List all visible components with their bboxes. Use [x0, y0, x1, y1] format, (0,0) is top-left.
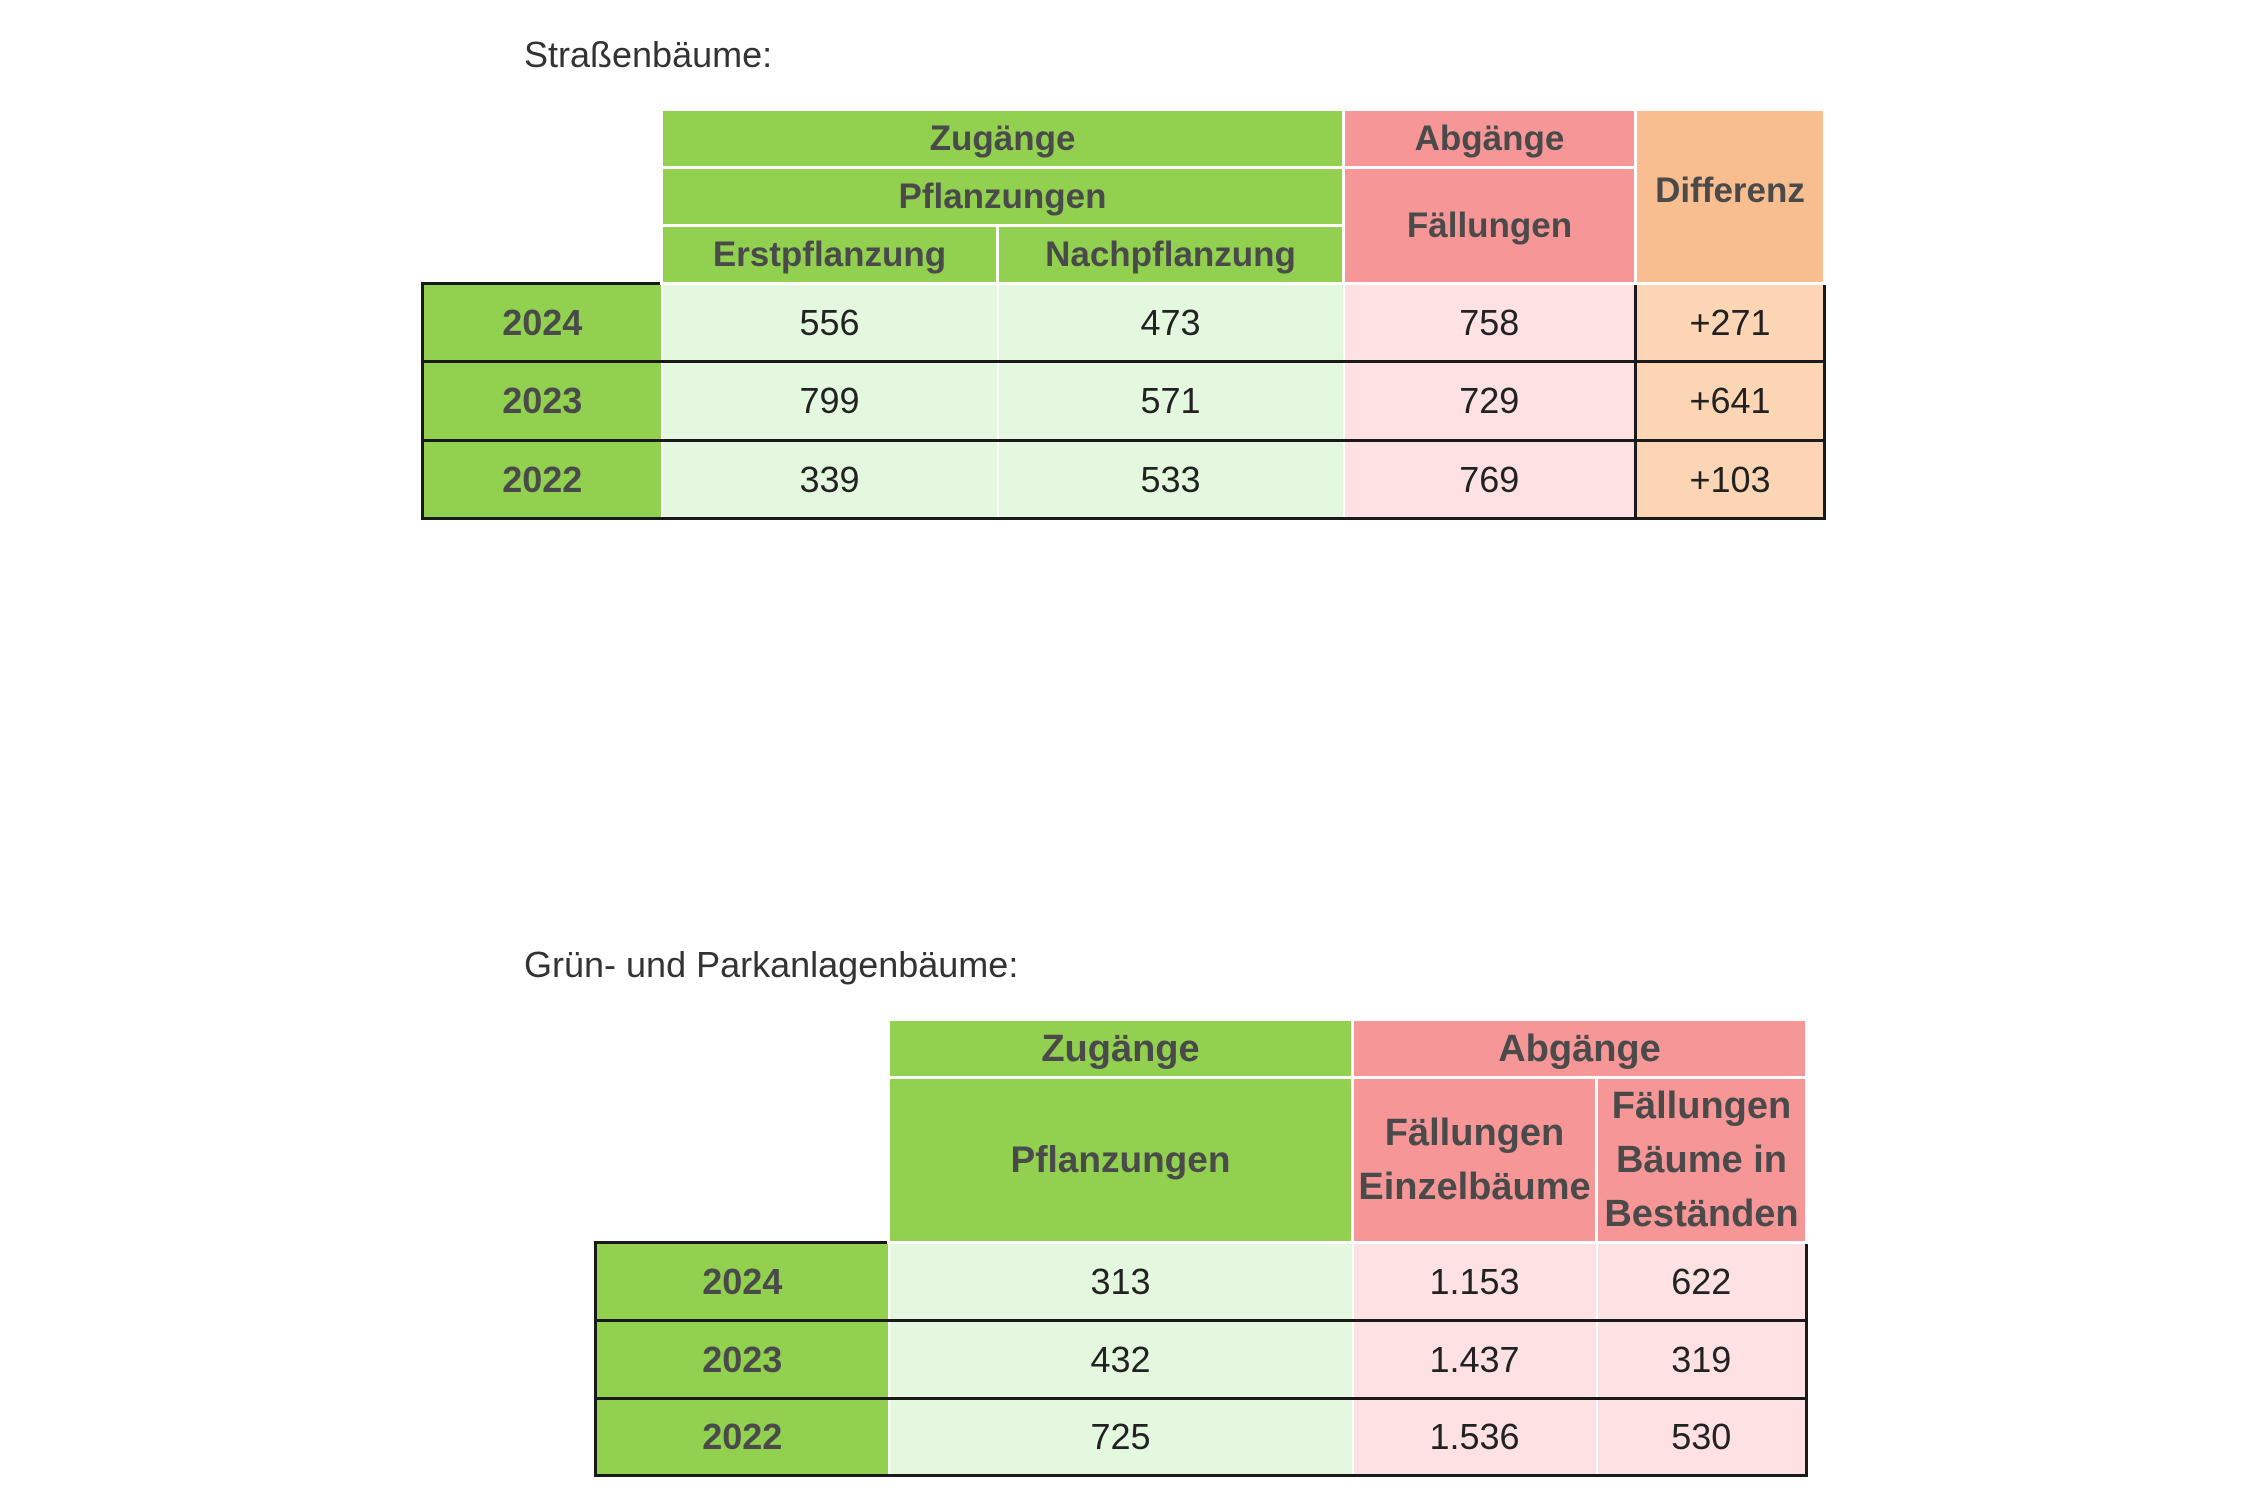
pflanzungen-value: 313	[887, 1241, 1354, 1322]
faellungen-value: 769	[1342, 439, 1637, 520]
differenz-value: +271	[1634, 282, 1827, 363]
header-spacer	[596, 1020, 889, 1243]
header-faellungen: Fällungen	[1342, 166, 1638, 285]
header-spacer	[423, 110, 662, 284]
differenz-value: +641	[1634, 360, 1827, 442]
header-erstpflanzung: Erstpflanzung	[660, 224, 999, 285]
nachpflanzung-value: 473	[996, 282, 1345, 363]
year-cell: 2022	[421, 439, 662, 520]
header-abgaenge: Abgänge	[1342, 108, 1638, 169]
erstpflanzung-value: 339	[660, 439, 999, 520]
pflanzungen-value: 725	[887, 1397, 1354, 1477]
header-faellungen-bestaende: Fällungen Bäume in Beständen	[1595, 1076, 1808, 1244]
header-pflanzungen: Pflanzungen	[659, 166, 1346, 227]
year-cell: 2024	[421, 282, 662, 363]
header-zugaenge: Zugänge	[659, 108, 1346, 169]
faellungen-bestand-value: 622	[1595, 1241, 1808, 1322]
table-row: 2023 432 1.437 319	[594, 1319, 1808, 1400]
nachpflanzung-value: 571	[996, 360, 1345, 442]
year-cell: 2022	[594, 1397, 889, 1477]
year-cell: 2023	[421, 360, 662, 442]
park-table: Zugänge Abgänge Pflanzungen Fällungen Ei…	[594, 1018, 1808, 1477]
year-cell: 2024	[594, 1241, 889, 1322]
faellungen-einzel-value: 1.437	[1351, 1319, 1598, 1400]
header-nachpflanzung: Nachpflanzung	[995, 224, 1346, 285]
table-row: 2024 313 1.153 622	[594, 1241, 1808, 1322]
table-row: 2022 725 1.536 530	[594, 1397, 1808, 1477]
pflanzungen-value: 432	[887, 1319, 1354, 1400]
strassen-table: Zugänge Abgänge Differenz Pflanzungen Fä…	[421, 108, 1827, 520]
table-row: 2023 799 571 729 +641	[421, 360, 1827, 442]
faellungen-bestand-value: 530	[1595, 1397, 1808, 1477]
header-zugaenge: Zugänge	[887, 1018, 1354, 1079]
park-caption: Grün- und Parkanlagenbäume:	[524, 944, 1019, 985]
nachpflanzung-value: 533	[996, 439, 1345, 520]
header-abgaenge: Abgänge	[1351, 1018, 1808, 1079]
faellungen-value: 729	[1342, 360, 1637, 442]
table-row: 2022 339 533 769 +103	[421, 439, 1827, 520]
header-faellungen-einzelbaeume: Fällungen Einzelbäume	[1351, 1076, 1598, 1244]
differenz-value: +103	[1634, 439, 1827, 520]
faellungen-bestand-value: 319	[1595, 1319, 1808, 1400]
table-row: 2024 556 473 758 +271	[421, 282, 1827, 363]
strassen-caption: Straßenbäume:	[524, 34, 773, 75]
header-differenz: Differenz	[1634, 108, 1827, 285]
header-pflanzungen: Pflanzungen	[887, 1076, 1354, 1244]
faellungen-einzel-value: 1.536	[1351, 1397, 1598, 1477]
faellungen-einzel-value: 1.153	[1351, 1241, 1598, 1322]
year-cell: 2023	[594, 1319, 889, 1400]
faellungen-value: 758	[1342, 282, 1637, 363]
erstpflanzung-value: 799	[660, 360, 999, 442]
erstpflanzung-value: 556	[660, 282, 999, 363]
